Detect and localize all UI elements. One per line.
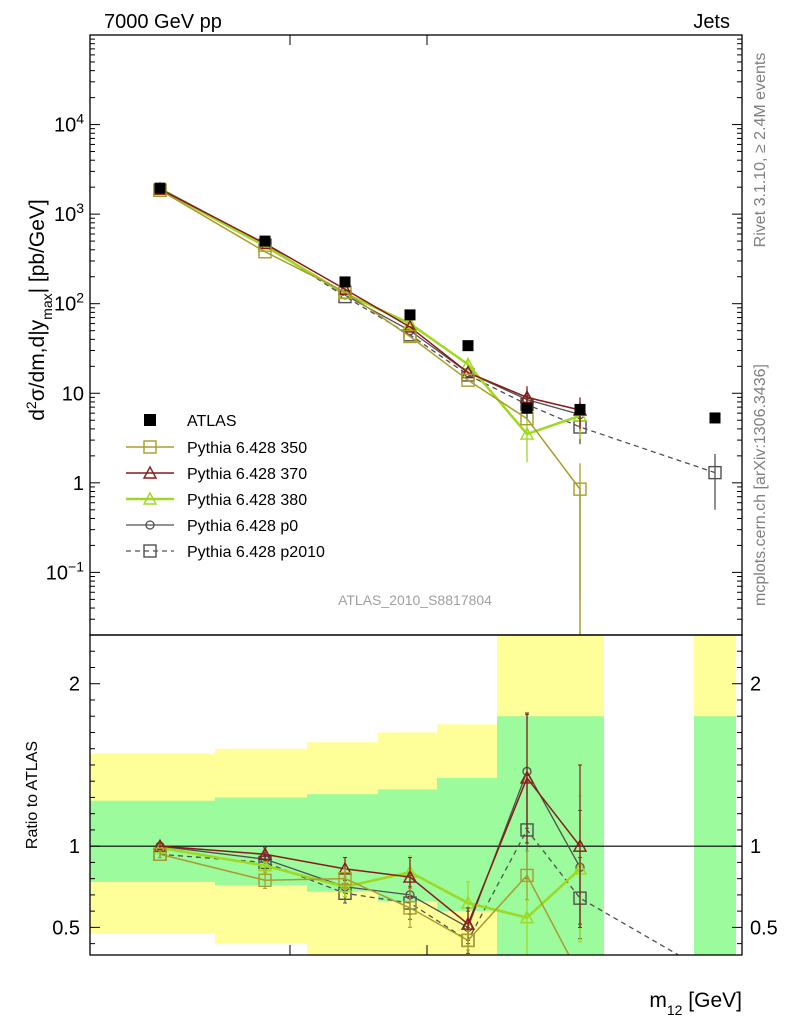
main-series-atlas	[154, 182, 721, 424]
ratio-point-p350	[153, 847, 167, 861]
legend: ATLAS Pythia 6.428 350 Pythia 6.428 370 Pyt…	[126, 413, 325, 561]
ratio-frame	[89, 634, 743, 956]
ratio-band-inner	[378, 789, 437, 902]
ratio-y-tick-label-right: 0.5	[750, 917, 778, 939]
ratio-line-p2010	[159, 828, 680, 955]
main-point-p370	[402, 319, 418, 333]
ratio-band-inner	[90, 800, 215, 882]
legend-label-atlas: ATLAS	[187, 413, 237, 430]
atlas-point	[462, 340, 474, 352]
legend-label-p0: Pythia 6.428 p0	[187, 518, 298, 535]
side-label-rivet: Rivet 3.1.10, ≥ 2.4M events	[752, 53, 769, 248]
main-line-p2010	[159, 189, 716, 474]
main-line-p380	[159, 188, 581, 436]
main-point-p370	[337, 281, 353, 295]
axes: 10−1 1 10 102 103 104 0.5 0.5 1 1 2 2	[46, 34, 778, 956]
main-point-p350	[461, 373, 475, 387]
main-series-p350	[153, 183, 587, 635]
legend-label-p380: Pythia 6.428 380	[187, 492, 307, 509]
main-y-tick-label: 104	[54, 111, 84, 137]
ratio-y-tick-label-right: 2	[750, 674, 761, 696]
main-point-p370	[519, 389, 535, 404]
legend-entry-p0: Pythia 6.428 p0	[126, 518, 298, 535]
main-y-tick-label: 1	[73, 473, 84, 495]
ratio-band-inner	[437, 777, 497, 912]
main-y-tick-label: 103	[54, 200, 84, 226]
legend-label-p350: Pythia 6.428 350	[187, 440, 307, 457]
ratio-point-p370	[402, 869, 418, 883]
main-series-group	[152, 181, 722, 635]
ratio-y-tick-label-right: 1	[750, 836, 761, 858]
ratio-point-p370	[519, 770, 535, 784]
ratio-point-p380	[257, 858, 273, 872]
ratio-band-inner	[694, 716, 736, 955]
analysis-id-label: ATLAS_2010_S8817804	[338, 592, 492, 608]
legend-marker-p350	[143, 440, 157, 454]
atlas-point	[404, 309, 416, 321]
legend-label-p2010: Pythia 6.428 p2010	[187, 544, 325, 561]
ratio-y-tick-label-left: 0.5	[52, 917, 80, 939]
main-point-p380	[460, 356, 476, 371]
ratio-point-p350	[258, 873, 272, 887]
atlas-point	[154, 182, 166, 194]
ratio-point-p380	[337, 879, 353, 893]
main-line-p370	[159, 188, 581, 411]
main-point-p370	[460, 365, 476, 379]
main-y-tick-label: 10	[62, 383, 84, 405]
ratio-point-p350	[461, 933, 475, 948]
ratio-point-p350	[520, 868, 534, 883]
main-point-p380	[402, 316, 418, 330]
legend-label-p370: Pythia 6.428 370	[187, 466, 307, 483]
x-axis-label: m12 [GeV]	[649, 989, 742, 1018]
atlas-point	[709, 412, 721, 424]
main-point-p350	[573, 482, 587, 496]
ratio-band-inner	[307, 794, 378, 892]
main-line-p350	[159, 189, 581, 635]
atlas-point	[574, 403, 586, 415]
atlas-point	[521, 402, 533, 414]
ratio-series-group	[152, 712, 680, 955]
ratio-point-p350	[338, 871, 352, 886]
legend-marker-p0	[145, 520, 155, 530]
ratio-series	[152, 712, 680, 955]
ratio-y-tick-label-left: 2	[69, 674, 80, 696]
header-left: 7000 GeV pp	[104, 11, 222, 33]
ratio-point-p370	[460, 916, 476, 930]
legend-entry-p370: Pythia 6.428 370	[126, 465, 307, 483]
main-y-axis-label: d2σ/dm,d|ymax| [pb/GeV]	[23, 199, 55, 421]
ratio-point-p380	[519, 910, 535, 924]
main-point-p2010	[708, 465, 722, 480]
legend-marker-p370	[142, 465, 158, 479]
main-point-p350	[403, 329, 417, 344]
legend-entry-p350: Pythia 6.428 350	[126, 440, 307, 457]
ratio-y-axis-label: Ratio to ATLAS	[24, 741, 41, 849]
main-y-tick-label: 102	[54, 290, 84, 316]
ratio-point-p350	[403, 901, 417, 915]
atlas-point	[339, 276, 351, 288]
main-series	[152, 181, 722, 635]
legend-entry-p2010: Pythia 6.428 p2010	[126, 544, 325, 561]
legend-entry-atlas: ATLAS	[144, 413, 237, 430]
legend-marker-atlas	[144, 414, 156, 426]
main-point-p380	[519, 426, 535, 440]
legend-marker-p380	[142, 491, 158, 505]
ratio-point-p370	[572, 838, 588, 852]
legend-entry-p380: Pythia 6.428 380	[126, 491, 307, 509]
ratio-series-p370	[152, 712, 588, 941]
header-right: Jets	[693, 11, 730, 33]
ratio-point-p370	[257, 846, 273, 860]
legend-marker-p2010	[143, 544, 157, 558]
ratio-series-p350	[153, 847, 570, 955]
side-label-mcplots: mcplots.cern.ch [arXiv:1306.3436]	[752, 364, 769, 606]
main-y-tick-label: 10−1	[46, 558, 84, 584]
atlas-point	[259, 235, 271, 247]
ratio-y-tick-label-left: 1	[69, 836, 80, 858]
